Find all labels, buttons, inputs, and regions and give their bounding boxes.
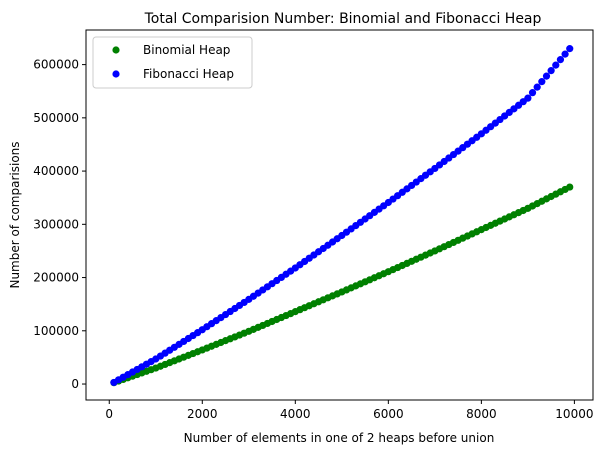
legend: Binomial Heap Fibonacci Heap xyxy=(92,36,253,89)
y-tick-label: 300000 xyxy=(33,217,79,231)
point-fibonacci-heap xyxy=(552,61,560,69)
x-tick-label: 4000 xyxy=(280,407,311,421)
plot-area xyxy=(110,45,574,387)
point-fibonacci-heap xyxy=(542,72,551,80)
chart-title: Total Comparision Number: Binomial and F… xyxy=(144,11,542,27)
point-binomial-heap xyxy=(566,183,574,191)
plot-frame xyxy=(85,29,594,401)
x-tick-label: 2000 xyxy=(187,407,218,421)
legend-marker-fibonacci-heap xyxy=(112,70,120,78)
x-axis-label: Number of elements in one of 2 heaps bef… xyxy=(184,431,495,445)
point-fibonacci-heap xyxy=(528,89,537,97)
y-axis: 0 100000 200000 300000 400000 500000 600000 xyxy=(33,58,86,391)
x-tick-label: 10000 xyxy=(555,407,593,421)
y-axis-label: Number of comparisions xyxy=(8,141,22,288)
y-tick-label: 100000 xyxy=(33,324,79,338)
point-fibonacci-heap xyxy=(566,45,574,53)
x-tick-label: 6000 xyxy=(373,407,404,421)
point-fibonacci-heap xyxy=(538,78,546,86)
x-tick-label: 8000 xyxy=(466,407,497,421)
x-axis: 0 2000 4000 6000 8000 10000 xyxy=(105,400,593,421)
y-tick-label: 200000 xyxy=(33,271,79,285)
legend-box xyxy=(92,36,253,89)
point-fibonacci-heap xyxy=(547,67,555,75)
y-tick-label: 600000 xyxy=(33,58,79,72)
point-fibonacci-heap xyxy=(533,83,541,91)
x-tick-label: 0 xyxy=(105,407,113,421)
y-tick-label: 500000 xyxy=(33,111,79,125)
point-fibonacci-heap xyxy=(556,56,565,64)
legend-label-fibonacci-heap: Fibonacci Heap xyxy=(143,67,234,81)
point-fibonacci-heap xyxy=(561,50,569,58)
y-tick-label: 400000 xyxy=(33,164,79,178)
y-tick-label: 0 xyxy=(71,377,79,391)
point-fibonacci-heap xyxy=(524,94,532,102)
legend-marker-binomial-heap xyxy=(112,46,120,54)
legend-label-binomial-heap: Binomial Heap xyxy=(143,43,230,57)
